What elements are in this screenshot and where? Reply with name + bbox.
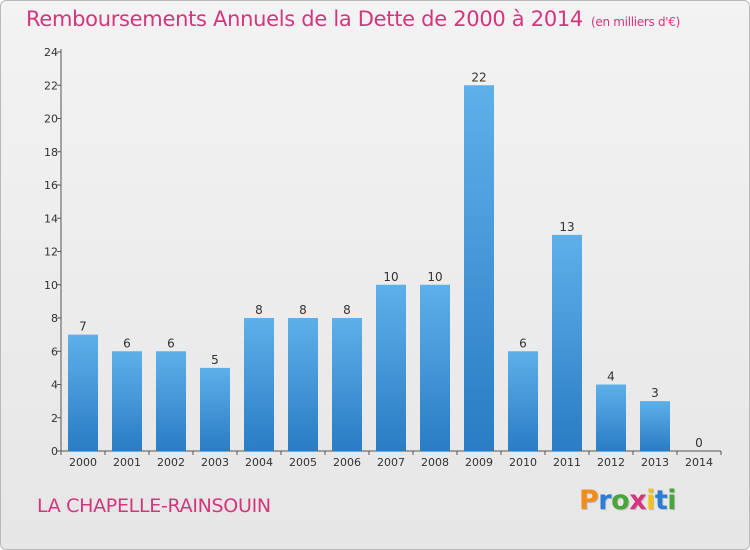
y-tick-label: 22 — [44, 79, 58, 92]
data-label: 6 — [519, 336, 527, 350]
x-tick-label: 2004 — [245, 456, 273, 469]
x-tick-label: 2005 — [289, 456, 317, 469]
bar — [68, 334, 98, 451]
y-tick-label: 20 — [44, 113, 58, 126]
data-label: 8 — [343, 303, 351, 317]
bar — [464, 85, 494, 451]
bar — [552, 234, 582, 451]
chart-title-text: Remboursements Annuels de la Dette de 20… — [26, 7, 583, 31]
bar — [508, 351, 538, 451]
commune-name: LA CHAPELLE-RAINSOUIN — [37, 495, 271, 517]
data-label: 8 — [299, 303, 307, 317]
logo-letter: o — [611, 485, 630, 516]
data-label: 3 — [651, 386, 659, 400]
logo-letter: t — [654, 485, 668, 516]
bar — [244, 318, 274, 451]
bar — [420, 284, 450, 451]
bar — [376, 284, 406, 451]
y-tick-label: 18 — [44, 146, 58, 159]
x-tick-label: 2012 — [597, 456, 625, 469]
x-tick-label: 2013 — [641, 456, 669, 469]
y-tick-label: 4 — [51, 379, 58, 392]
x-tick-label: 2006 — [333, 456, 361, 469]
data-label: 13 — [559, 220, 574, 234]
data-label: 0 — [695, 436, 703, 450]
logo-letter: P — [579, 485, 599, 516]
proxiti-logo: Proxiti — [579, 485, 677, 516]
chart-title: Remboursements Annuels de la Dette de 20… — [26, 7, 680, 31]
data-label: 4 — [607, 370, 615, 384]
y-tick-label: 12 — [44, 246, 58, 259]
y-tick-label: 24 — [44, 46, 58, 59]
x-tick-label: 2007 — [377, 456, 405, 469]
y-tick-label: 6 — [51, 345, 58, 358]
x-tick-label: 2011 — [553, 456, 581, 469]
data-label: 6 — [167, 336, 175, 350]
y-tick-label: 8 — [51, 312, 58, 325]
bar — [200, 367, 230, 451]
data-label: 22 — [471, 70, 486, 84]
x-tick-label: 2000 — [69, 456, 97, 469]
chart-data-labels: 7 6 6 5 8 8 8 10 10 22 6 13 4 3 0 — [79, 70, 703, 450]
data-label: 7 — [79, 320, 87, 334]
chart-unit: (en milliers d'€) — [591, 15, 681, 29]
y-tick-label: 0 — [51, 445, 58, 458]
data-label: 8 — [255, 303, 263, 317]
bar — [288, 318, 318, 451]
y-tick-label: 14 — [44, 212, 58, 225]
bar — [640, 401, 670, 451]
x-tick-label: 2014 — [685, 456, 713, 469]
bar — [332, 318, 362, 451]
chart-bars — [68, 85, 670, 451]
x-tick-label: 2001 — [113, 456, 141, 469]
y-tick-label: 16 — [44, 179, 58, 192]
bar — [112, 351, 142, 451]
logo-letter: i — [646, 485, 655, 516]
bar — [156, 351, 186, 451]
x-tick-label: 2009 — [465, 456, 493, 469]
x-tick-label: 2008 — [421, 456, 449, 469]
data-label: 5 — [211, 353, 219, 367]
y-tick-label: 2 — [51, 412, 58, 425]
logo-letter: x — [629, 485, 647, 516]
logo-letter: r — [598, 485, 612, 516]
data-label: 10 — [427, 270, 442, 284]
x-tick-label: 2002 — [157, 456, 185, 469]
logo-letter: i — [667, 485, 677, 516]
data-label: 10 — [383, 270, 398, 284]
y-tick-label: 10 — [44, 279, 58, 292]
data-label: 6 — [123, 336, 131, 350]
x-tick-label: 2003 — [201, 456, 229, 469]
x-tick-label: 2010 — [509, 456, 537, 469]
bar — [596, 384, 626, 451]
